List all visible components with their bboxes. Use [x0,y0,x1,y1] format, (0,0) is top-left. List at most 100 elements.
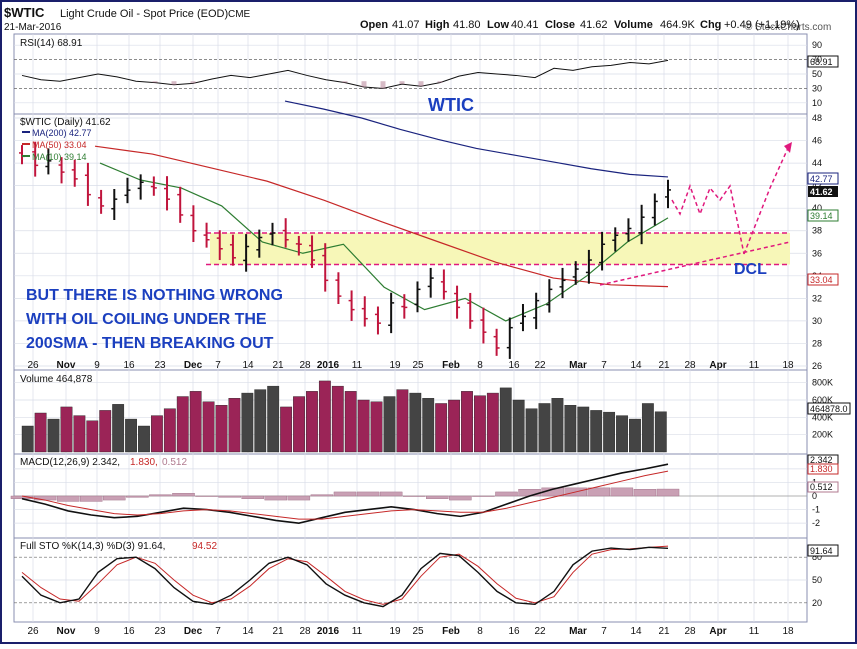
high-value: 41.80 [453,19,481,31]
close-value-box [808,186,838,197]
volume-bar [486,392,499,453]
ma200-value-label: 42.77 [810,174,833,184]
volume-bar [254,389,267,453]
volume-bar [228,398,241,453]
volume-bar [73,415,86,453]
x-tick-label: 21 [272,626,284,637]
ohlc-readout: Open 41.07 High 41.80 Low 40.41 Close 41… [360,19,800,31]
volume-legend: Volume 464,878 [20,374,93,385]
x-tick-label: 28 [684,360,696,371]
ma50-line [94,145,669,288]
volume-bar [499,387,512,453]
macd-legend: MACD(12,26,9) 2.342, [20,457,120,468]
macd-hist-bar [333,491,357,497]
macd-hist-bar [195,495,218,497]
price-tick-label: 36 [812,248,822,258]
x-tick-label: 28 [684,626,696,637]
projection-breakout [743,147,789,255]
x-tick-label: 26 [27,360,39,371]
volume-bar [86,420,99,453]
x-tick-label: 16 [123,626,135,637]
volume-label: Volume [614,19,653,31]
x-axis-upper: 26 Nov 9 16 23 Dec 7 14 21 28 2016 11 19 25 Feb 8 16 22 Ma… [27,360,794,371]
sto-tick-label: 50 [812,575,822,585]
rsi-tick-label: 10 [812,98,822,108]
x-tick-label: 26 [27,626,39,637]
ma200-legend: MA(200) 42.77 [32,128,92,138]
brand-label: © StockCharts.com [745,22,831,33]
projection-arrowhead [784,142,792,153]
volume-bar [409,392,422,453]
projection-trendline [599,241,791,286]
x-tick-label: 7 [215,360,221,371]
macd-hist-bar [426,495,449,499]
wtic-annotation: WTIC [428,95,474,115]
macd-hist-bar [356,491,380,497]
volume-current-box [807,402,851,415]
volume-bar [461,391,473,453]
x-tick-label: 11 [749,360,760,371]
rsi-tick-label: 50 [812,69,822,79]
volume-bar [629,418,641,453]
rsi-legend: RSI(14) 68.91 [20,38,83,49]
chg-value: +0.49 (+1.19%) [724,19,800,31]
macd-histogram [10,487,680,502]
volume-bar [616,415,628,453]
macd-hist-bar [633,489,657,497]
volume-bar [306,391,318,453]
sto-ticks: 80 50 20 [812,552,822,608]
macd-hist-bar [287,495,311,501]
x-tick-label: 16 [508,626,520,637]
volume-bar [176,396,189,453]
volume-bar [318,380,331,453]
rsi-current-box [807,55,839,68]
volume-bar [448,399,460,453]
open-value: 41.07 [392,19,420,31]
volume-value: 464.9K [660,19,696,31]
sto-tick-label: 20 [812,598,822,608]
volume-current-label: 464878.0 [810,404,848,414]
volume-bar [538,403,551,453]
volume-bar [189,391,202,453]
x-tick-label: Dec [184,360,203,371]
sto-legend: Full STO %K(14,3) %D(3) 91.64, [20,541,165,552]
macd-tick-label: 0 [812,491,817,501]
ma10-legend: MA(10) 39.14 [32,152,87,162]
volume-bar [641,403,654,453]
macd-hist-bar [656,488,680,497]
macd-hist-bar [379,491,403,497]
x-tick-label: Apr [709,626,726,637]
macd-signal-legend: 1.830, [130,457,158,468]
volume-bar [344,391,357,453]
x-tick-label: 22 [534,626,546,637]
volume-tick-label: 600K [812,395,833,405]
volume-bar [112,404,125,453]
price-tick-label: 32 [812,293,822,303]
macd-hist-bar [218,495,241,498]
macd-hist-bar [126,495,149,498]
x-tick-label: Mar [569,626,587,637]
ma10-value-box [807,209,839,222]
x-axis-lower: 26 Nov 9 16 23 Dec 7 14 21 28 2016 11 19 25 Feb 8 16 22 Ma… [27,626,794,637]
volume-bar [34,412,47,453]
x-tick-label: 9 [94,360,100,371]
macd-hist-bar [264,495,288,501]
x-tick-label: 7 [215,626,221,637]
signal-value-label: 1.830 [810,464,833,474]
macd-hist-bar [241,495,264,499]
x-tick-label: Feb [442,360,460,371]
signal-value-box [807,463,839,475]
price-tick-label: 28 [812,338,822,348]
x-tick-label: 19 [389,360,401,371]
x-tick-label: 14 [630,626,642,637]
annotation-line-3: 200SMA - THEN BREAKING OUT [26,335,274,352]
x-tick-label: 2016 [317,360,340,371]
x-tick-label: 11 [749,626,760,637]
x-tick-label: 16 [123,360,135,371]
volume-bar [215,405,228,453]
volume-bar [293,396,305,453]
x-tick-label: Feb [442,626,460,637]
ma200-legend-swatch [22,131,30,133]
x-tick-label: 23 [154,360,166,371]
